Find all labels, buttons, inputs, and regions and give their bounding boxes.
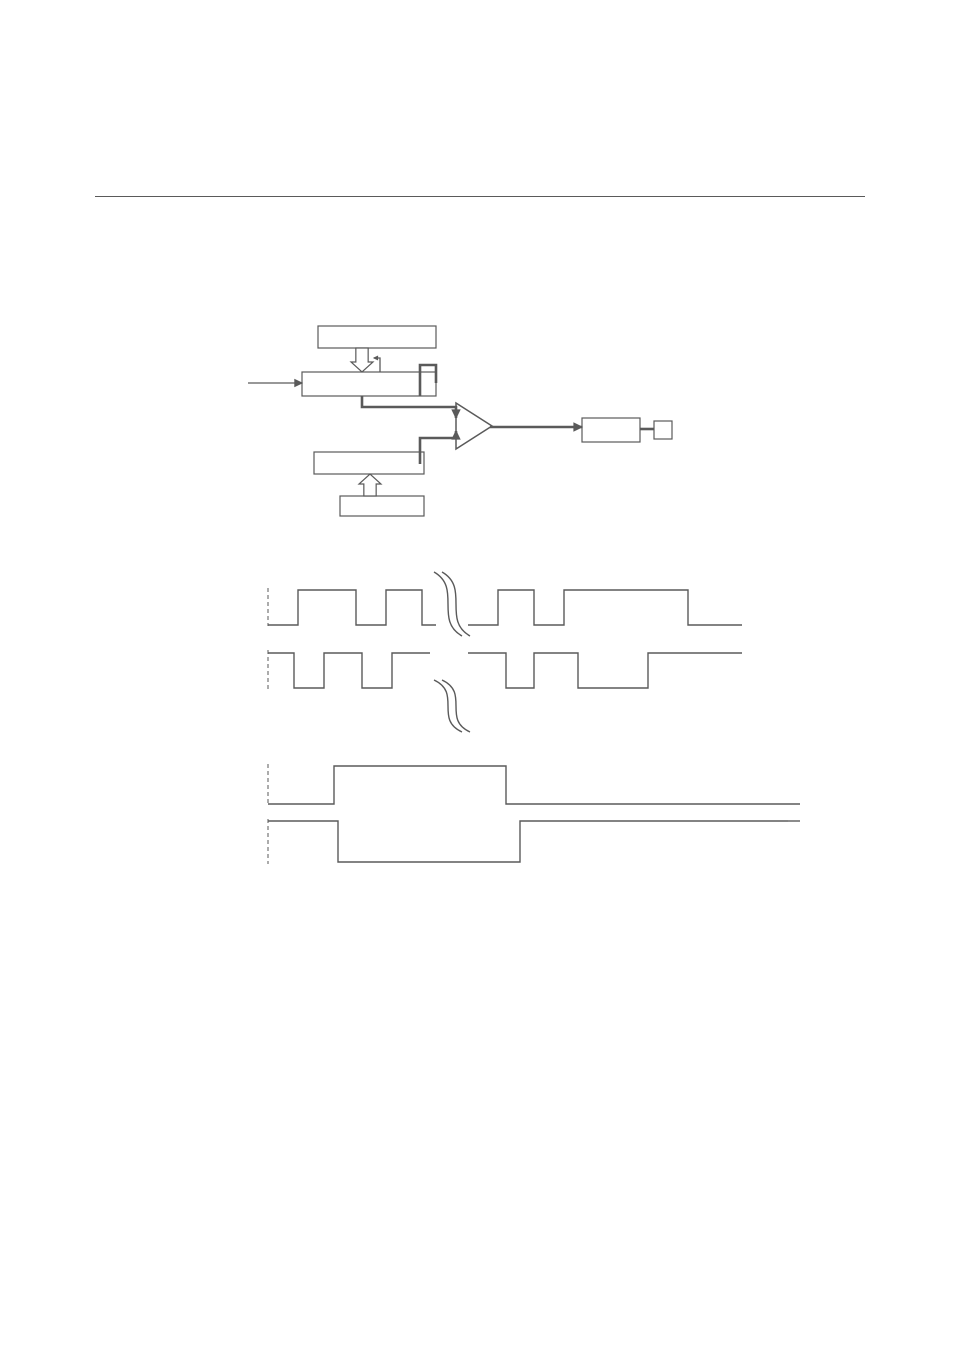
box-preset — [318, 326, 436, 348]
break-curve — [434, 680, 462, 732]
box-reg_b — [340, 496, 424, 516]
box-counter — [302, 372, 436, 396]
block-arrow-ba_up — [359, 474, 381, 496]
box-out_blk — [582, 418, 640, 442]
comparator-node — [456, 403, 492, 449]
break-curve — [442, 680, 470, 732]
break-curve — [442, 572, 470, 636]
break-curve — [434, 572, 462, 636]
box-out_pad — [654, 421, 672, 439]
block-arrow-ba_down — [351, 348, 373, 372]
route-reg_to_cmp_bot — [420, 431, 456, 464]
arrow-fb_preset — [374, 358, 380, 372]
route-cnt_to_cmp_top — [362, 396, 456, 418]
box-reg_a — [314, 452, 424, 474]
diagram-svg — [0, 0, 954, 1350]
